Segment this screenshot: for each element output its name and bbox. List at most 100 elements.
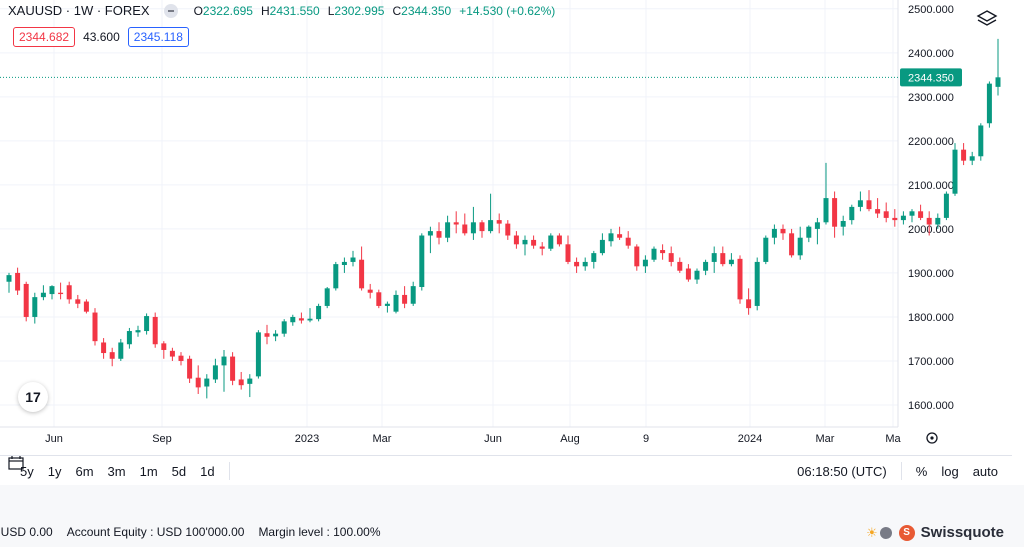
trade-price-row: 2344.682 43.600 2345.118 [13, 27, 189, 47]
timeframe-3m[interactable]: 3m [107, 463, 126, 479]
candle-body [522, 239, 528, 245]
account-footer: : USD 0.00 Account Equity : USD 100'000.… [0, 517, 1024, 547]
candle-body [711, 253, 717, 262]
candle-body [118, 342, 124, 359]
candle-body [909, 211, 915, 216]
candle-body [737, 258, 743, 300]
clock-utc[interactable]: 06:18:50 (UTC) [797, 463, 887, 479]
calendar-icon[interactable] [8, 456, 24, 470]
ohlc-values: O2322.695 H2431.550 L2302.995 C2344.350 … [194, 4, 556, 18]
spread-value: 43.600 [83, 30, 120, 44]
tradingview-logo-icon[interactable]: 17 [18, 382, 48, 412]
symbol-title[interactable]: XAUUSD · 1W · FOREX [8, 3, 150, 18]
candle-body [668, 253, 674, 262]
candle-body [754, 261, 760, 306]
y-tick-label: 2500.000 [908, 4, 954, 16]
settings-gear-icon[interactable] [926, 432, 938, 444]
divider [228, 462, 230, 480]
candle-body [178, 355, 184, 361]
sell-price-button[interactable]: 2344.682 [13, 27, 76, 47]
timeframe-1m[interactable]: 1m [139, 463, 158, 479]
candle-body [574, 261, 580, 267]
y-tick-label: 2300.000 [908, 92, 954, 104]
candle-body [6, 275, 12, 282]
candle-body [66, 285, 72, 300]
log-scale-toggle[interactable]: log [941, 463, 959, 479]
candle-body [324, 288, 330, 306]
candle-body [995, 77, 1001, 87]
y-tick-label: 1600.000 [908, 400, 954, 412]
layers-icon[interactable] [976, 8, 998, 30]
candle-body [75, 299, 81, 304]
candle-body [823, 198, 829, 223]
timeframe-1d[interactable]: 1d [200, 463, 215, 479]
candle-body [892, 217, 898, 221]
candle-body [92, 312, 98, 342]
margin-level: Margin level : 100.00% [258, 525, 381, 539]
candle-body [255, 332, 261, 377]
settings-gear-center [930, 436, 934, 440]
timeframe-selector: 5y 1y 6m 3m 1m 5d 1d [12, 464, 215, 479]
candle-body [479, 222, 485, 232]
candle-body [169, 350, 175, 357]
x-tick-label: Sep [152, 433, 172, 445]
candle-body [273, 333, 279, 337]
low-value: 2302.995 [334, 3, 385, 18]
candle-body [109, 352, 115, 359]
candle-body [952, 149, 958, 194]
last-price-label: 2344.350 [908, 72, 954, 84]
x-tick-label: Ma [885, 433, 901, 445]
candle-body [625, 237, 631, 246]
candle-body [548, 235, 554, 249]
candle-body [969, 156, 975, 161]
candle-body [384, 303, 390, 306]
x-tick-label: Jun [45, 433, 63, 445]
candle-body [187, 358, 193, 379]
candle-body [470, 222, 476, 234]
candle-body [789, 233, 795, 256]
candle-body [161, 343, 167, 350]
candle-body [238, 379, 244, 386]
change-value: +14.530 (+0.62%) [459, 3, 556, 18]
candle-body [488, 220, 494, 232]
timeframe-1y[interactable]: 1y [47, 463, 62, 479]
candle-body [900, 215, 906, 221]
candle-body [221, 356, 227, 366]
candle-body [703, 261, 709, 271]
candle-body [746, 299, 752, 309]
candle-body [531, 239, 537, 246]
candlestick-chart[interactable]: 2500.000 2400.000 2300.000 2200.000 2100.000… [0, 0, 1012, 455]
candle-body [436, 231, 442, 238]
timeframe-6m[interactable]: 6m [75, 463, 94, 479]
x-tick-label: 2024 [738, 433, 762, 445]
candle-body [840, 220, 846, 227]
timeframe-5d[interactable]: 5d [171, 463, 187, 479]
candle-body [720, 253, 726, 265]
y-tick-label: 2000.000 [908, 224, 954, 236]
candle-body [763, 237, 769, 262]
auto-scale-toggle[interactable]: auto [972, 463, 998, 479]
candle-body [144, 316, 150, 332]
x-tick-label: Jun [484, 433, 502, 445]
collapse-legend-icon[interactable] [163, 3, 178, 18]
candle-body [496, 220, 502, 224]
candle-body [608, 233, 614, 242]
buy-price-button[interactable]: 2345.118 [127, 27, 189, 47]
candle-body [634, 246, 640, 267]
sun-icon: ☀ [866, 525, 878, 540]
candle-body [445, 222, 451, 238]
candle-body [728, 259, 734, 265]
candle-body [402, 294, 408, 304]
candle-body [410, 286, 416, 304]
chart-area[interactable]: 2500.000 2400.000 2300.000 2200.000 2100.000… [0, 0, 1012, 455]
percent-scale-toggle[interactable]: % [915, 463, 928, 479]
candle-body [40, 292, 46, 298]
candle-body [230, 356, 236, 381]
candle-body [393, 294, 399, 312]
theme-toggle[interactable]: ☀ [866, 525, 892, 541]
candle-body [935, 217, 941, 225]
close-value: 2344.350 [401, 3, 452, 18]
tv-logo-text: 17 [25, 389, 41, 405]
candle-body [883, 211, 889, 218]
candle-body [875, 209, 881, 214]
